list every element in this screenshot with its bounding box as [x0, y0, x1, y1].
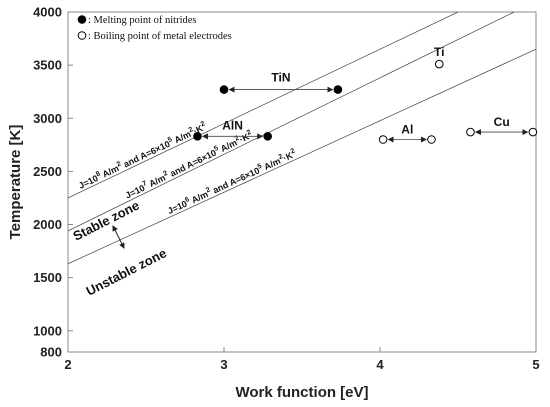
zone-arrow — [112, 225, 125, 249]
x-axis-title: Work function [eV] — [235, 384, 368, 401]
legend-label: : Boiling point of metal electrodes — [88, 31, 232, 42]
metal-boiling-point — [466, 127, 475, 137]
superscript: 2 — [290, 148, 297, 156]
label-part: ·K — [281, 150, 294, 163]
nitride-melting-point — [193, 132, 202, 141]
metal-boiling-point — [528, 127, 538, 137]
y-axis-title: Temperature [K] — [7, 125, 24, 240]
j-line — [68, 12, 515, 232]
y-tick-label: 800 — [40, 345, 62, 360]
superscript: 5 — [257, 163, 264, 171]
x-tick-label: 4 — [376, 357, 384, 372]
metal-boiling-point — [378, 135, 388, 144]
j-line — [68, 48, 536, 265]
y-tick-label: 2500 — [33, 164, 62, 179]
pair-label: Al — [401, 123, 413, 137]
superscript: 2 — [116, 160, 123, 168]
j-line — [68, 12, 459, 199]
superscript: 2 — [162, 170, 169, 178]
label-part: and A=6×10 — [209, 165, 261, 196]
filled-circle-icon — [77, 15, 87, 24]
x-tick-label: 3 — [220, 357, 227, 372]
nitride-melting-point — [333, 85, 343, 94]
superscript: 2 — [200, 120, 207, 128]
metal-boiling-point — [434, 59, 444, 69]
pair-label: Cu — [494, 115, 510, 129]
nitride-melting-point — [219, 85, 229, 94]
y-tick-label: 4000 — [33, 5, 62, 20]
y-tick-label: 1000 — [33, 323, 62, 338]
label-part: and A=6×10 — [166, 148, 218, 180]
superscript: 6 — [184, 196, 191, 204]
superscript: 2 — [246, 129, 253, 137]
pair-label: Ti — [434, 45, 444, 59]
open-circle-icon — [77, 31, 87, 40]
stable-zone-label: Stable zone — [71, 198, 142, 244]
superscript: 2 — [277, 153, 284, 161]
legend-label: : Melting point of nitrides — [88, 15, 197, 26]
nitride-melting-point — [263, 132, 272, 141]
pair-label: AlN — [222, 118, 243, 132]
plot-area — [67, 11, 537, 353]
j-line-label: J=108 A/m2 and A=6×105 A/m2·K2 — [77, 120, 209, 190]
legend: : Melting point of nitrides : Boiling poi… — [77, 15, 232, 42]
superscript: 5 — [213, 145, 220, 153]
current-density-lines: J=108 A/m2 and A=6×105 A/m2·K2J=107 A/m2… — [68, 12, 536, 265]
data-pairs: TiN AlN Ti Al Cu — [193, 45, 538, 144]
plot-border — [67, 11, 537, 353]
unstable-zone-label: Unstable zone — [84, 245, 169, 298]
lines-clip-group — [68, 12, 536, 265]
y-tick-label: 3000 — [33, 111, 62, 126]
superscript: 2 — [205, 186, 212, 194]
pair-label: TiN — [271, 71, 290, 85]
y-tick-label: 2000 — [33, 217, 62, 232]
label-part: and A=6×10 — [120, 139, 172, 171]
superscript: 8 — [95, 170, 102, 178]
superscript: 5 — [167, 136, 174, 144]
y-tick-label: 1500 — [33, 270, 62, 285]
x-tick-label: 5 — [532, 357, 539, 372]
superscript: 7 — [142, 180, 149, 188]
axis-ticks: 2 3 4 5 800 1000 1500 2000 2500 3000 3500 4000 — [33, 5, 540, 373]
superscript: 2 — [188, 126, 195, 134]
j-line-label: J=107 A/m2 and A=6×105 A/m2·K2 — [123, 129, 254, 201]
metal-boiling-point — [427, 135, 436, 144]
x-tick-label: 2 — [64, 357, 71, 372]
j-line-label: J=106 A/m2 and A=6×105 A/m2·K2 — [166, 148, 298, 217]
y-tick-label: 3500 — [33, 58, 62, 73]
